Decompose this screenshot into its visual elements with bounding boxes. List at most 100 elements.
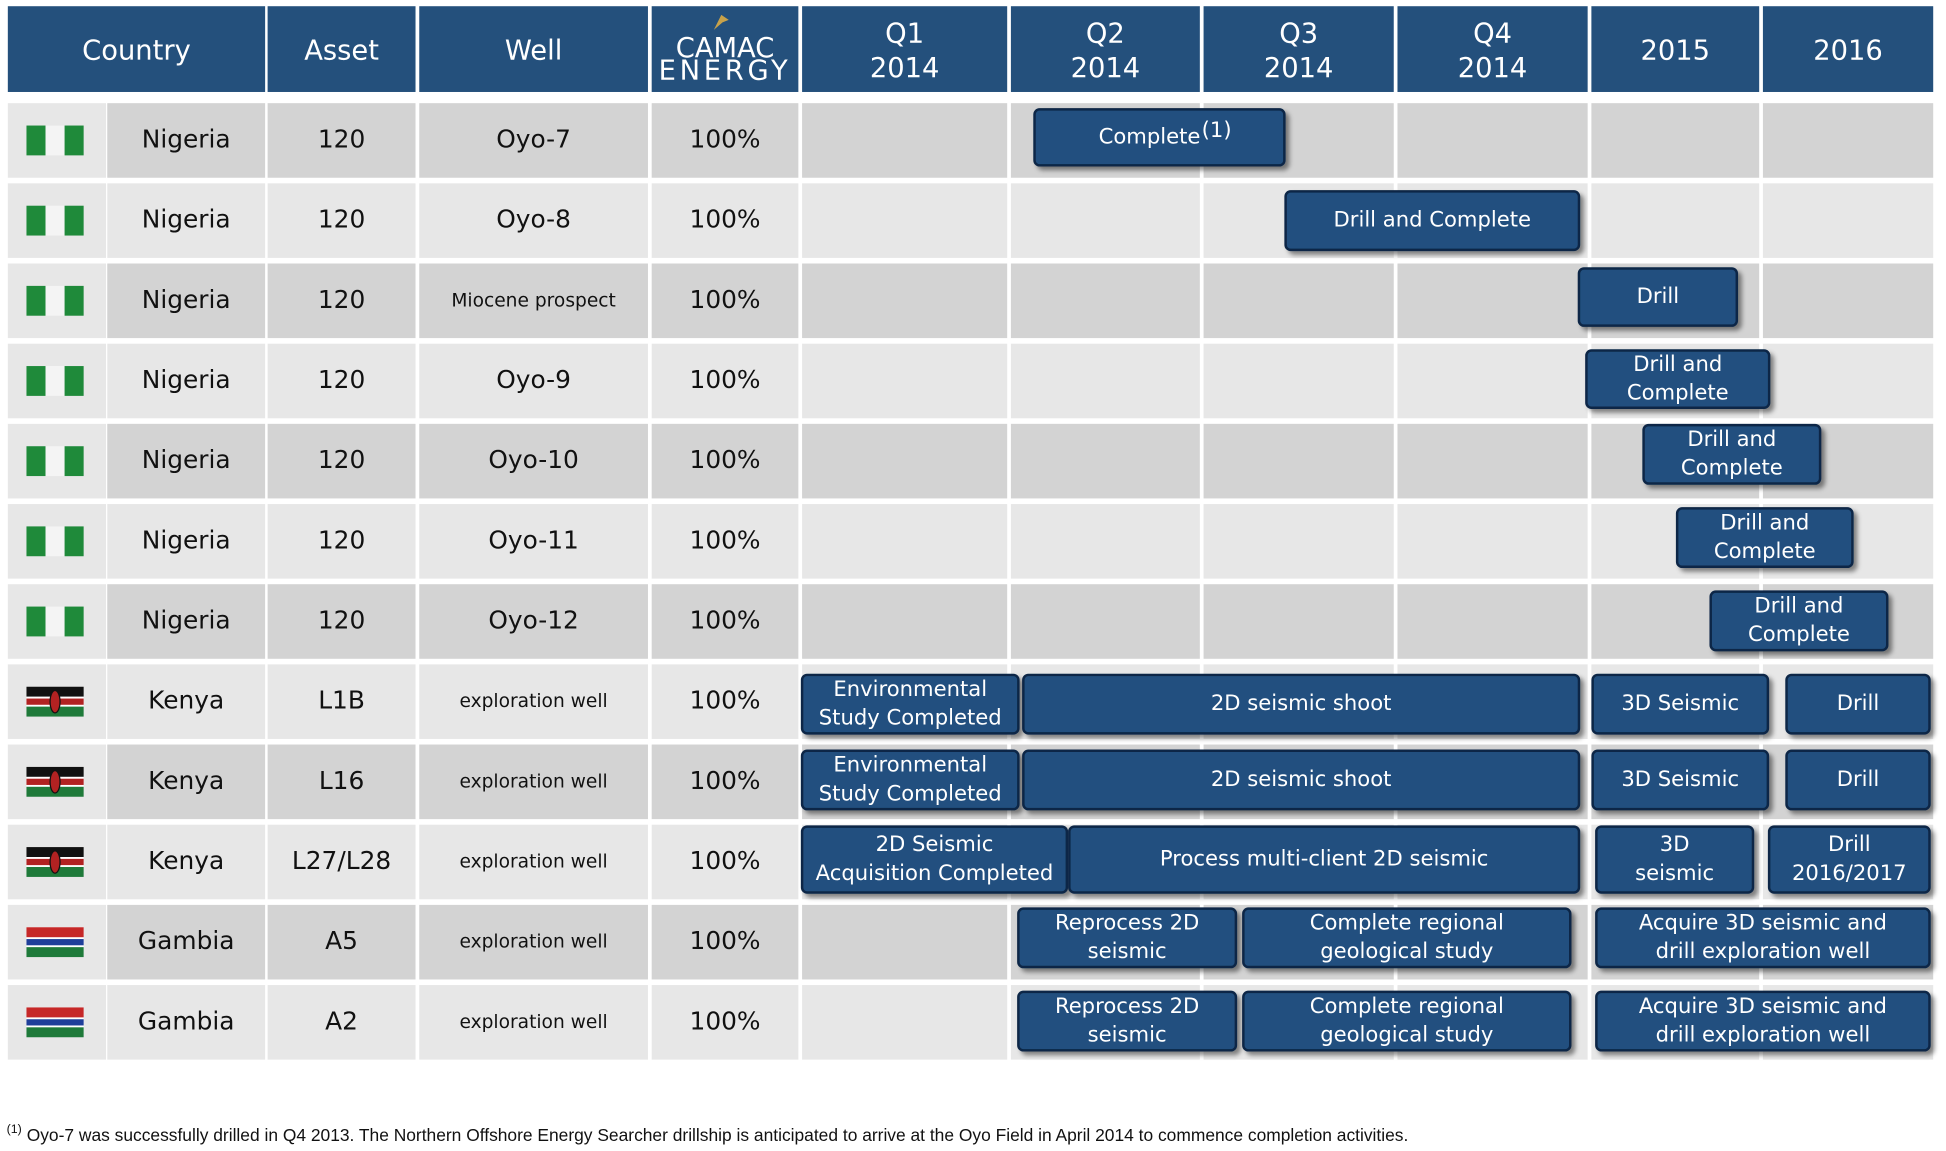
- bar-label: 2D seismic shoot: [1211, 690, 1392, 715]
- cell: [802, 103, 1008, 178]
- footnote: (1) Oyo-7 was successfully drilled in Q4 …: [7, 1122, 1409, 1145]
- header-label: 2014: [870, 53, 940, 84]
- cell-text: L27/L28: [292, 846, 391, 875]
- cell-text: 100%: [690, 1006, 761, 1035]
- activity-bar: [1585, 349, 1771, 409]
- cell: [651, 263, 799, 339]
- bar-note: (1): [1202, 117, 1232, 142]
- cell: [419, 263, 648, 339]
- bar-label: Environmental: [833, 676, 987, 701]
- bar-label: Drill: [1837, 690, 1880, 715]
- footnote-text: Oyo-7 was successfully drilled in Q4 201…: [27, 1125, 1409, 1145]
- cell: [107, 504, 266, 579]
- cell-text: exploration well: [459, 771, 607, 792]
- cell: [267, 904, 416, 980]
- bar-label: Reprocess 2D: [1055, 993, 1199, 1018]
- cell: [1010, 343, 1200, 419]
- flag: [26, 927, 84, 958]
- header-label: Q1: [885, 18, 924, 49]
- cell-text: L16: [319, 766, 364, 795]
- flag: [26, 686, 84, 717]
- flag-stripe: [26, 1027, 84, 1038]
- cell: [1203, 343, 1394, 419]
- header-cell: [802, 6, 1008, 92]
- bar-label: Drill and: [1633, 351, 1722, 376]
- cell-text: Nigeria: [142, 124, 231, 153]
- cell: [802, 263, 1008, 339]
- cell-text: A2: [325, 1006, 358, 1035]
- cell-text: Nigeria: [142, 605, 231, 634]
- bar-label: geological study: [1320, 1021, 1493, 1046]
- activity-bar: [1785, 749, 1931, 811]
- cell-text: 100%: [690, 686, 761, 715]
- flag-stripe: [64, 526, 84, 557]
- header-label: 2016: [1813, 36, 1883, 67]
- cell: [107, 985, 266, 1060]
- header-label: Well: [505, 36, 562, 67]
- cell: [1397, 504, 1588, 579]
- cell-text: 100%: [690, 766, 761, 795]
- cell: [1762, 183, 1934, 258]
- cell: [107, 343, 266, 419]
- cell: [802, 504, 1008, 579]
- cell: [651, 824, 799, 900]
- cell-text: exploration well: [459, 1012, 607, 1033]
- cell-text: 120: [318, 445, 365, 474]
- flag-stripe: [64, 205, 84, 236]
- cell-text: Kenya: [148, 686, 224, 715]
- header-label: Asset: [304, 36, 379, 67]
- activity-bar: [1022, 673, 1581, 735]
- cell: [107, 103, 266, 178]
- cell-text: Oyo-10: [488, 445, 579, 474]
- cell-text: Nigeria: [142, 445, 231, 474]
- cell: [651, 664, 799, 739]
- bar-label: 2D seismic shoot: [1211, 766, 1392, 791]
- flag-stripe: [26, 947, 84, 958]
- cell: [802, 423, 1008, 499]
- cell: [1010, 423, 1200, 499]
- cell: [419, 985, 648, 1060]
- cell: [267, 504, 416, 579]
- bar-label: 3D Seismic: [1621, 766, 1739, 791]
- cell-text: 120: [318, 525, 365, 554]
- bar-label: Acquire 3D seismic and: [1639, 993, 1887, 1018]
- cell-text: 100%: [690, 124, 761, 153]
- cell: [651, 183, 799, 258]
- cell: [107, 664, 266, 739]
- cell: [419, 183, 648, 258]
- cell: [267, 103, 416, 178]
- header-label: Q3: [1279, 18, 1318, 49]
- cell: [651, 985, 799, 1060]
- cell: [107, 183, 266, 258]
- flag-stripe: [26, 125, 46, 156]
- cell: [107, 824, 266, 900]
- header-label: Q2: [1086, 18, 1125, 49]
- cell-text: 100%: [690, 365, 761, 394]
- cell: [267, 824, 416, 900]
- header-cell: [419, 6, 648, 92]
- bar-label: Acquisition Completed: [816, 860, 1054, 885]
- bar-label: Study Completed: [819, 704, 1002, 729]
- cell: [267, 985, 416, 1060]
- flag-shield: [49, 850, 61, 874]
- activity-bar: [1591, 749, 1770, 811]
- cell-text: Nigeria: [142, 285, 231, 314]
- flag-stripe: [45, 606, 65, 637]
- flag-shield: [49, 689, 61, 714]
- cell: [651, 423, 799, 499]
- flag-stripe: [64, 606, 84, 637]
- cell: [419, 343, 648, 419]
- cell-text: 120: [318, 365, 365, 394]
- flag-stripe: [26, 1019, 84, 1026]
- cell: [419, 584, 648, 659]
- bar-label: drill exploration well: [1656, 1021, 1871, 1046]
- header-cell: [7, 6, 266, 92]
- activity-bar: [1642, 423, 1822, 485]
- bar-label: Complete: [1099, 123, 1201, 148]
- cell: [1591, 183, 1760, 258]
- cell-text: 100%: [690, 285, 761, 314]
- flag-stripe: [64, 285, 84, 316]
- header-cell: [1591, 6, 1760, 92]
- timeline-bars: Complete (1)Drill and CompleteDrillDrill …: [800, 108, 1931, 1052]
- cell-text: Nigeria: [142, 205, 231, 234]
